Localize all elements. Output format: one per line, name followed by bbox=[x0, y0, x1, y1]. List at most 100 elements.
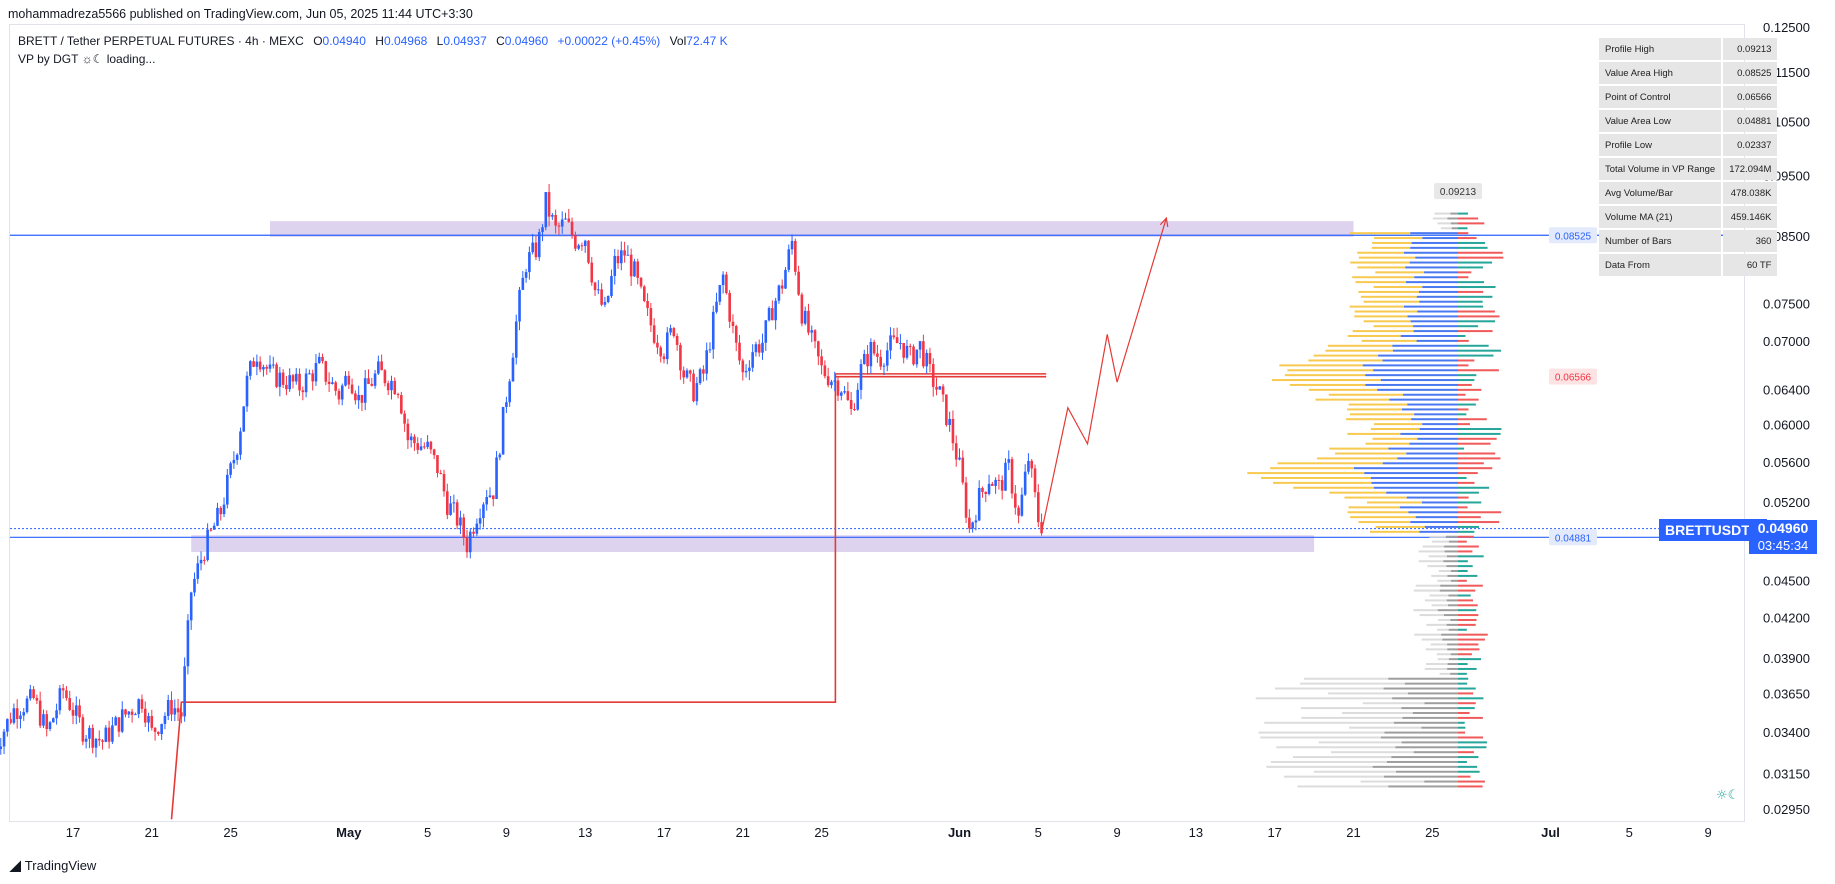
vp-bar-outside bbox=[1386, 760, 1458, 763]
vp-stats-label: Profile Low bbox=[1599, 134, 1722, 156]
candle-body bbox=[258, 361, 262, 370]
candle-body bbox=[180, 712, 183, 717]
vp-bar-outside bbox=[1446, 565, 1458, 568]
footer[interactable]: ◢ TradingView bbox=[10, 857, 96, 874]
candle-body bbox=[2, 731, 6, 747]
candle-body bbox=[308, 373, 311, 375]
candle-body bbox=[143, 708, 147, 723]
vp-delta-bar bbox=[1458, 437, 1497, 440]
vp-delta-bar bbox=[1458, 521, 1500, 524]
vp-bar-up bbox=[1352, 276, 1415, 279]
candle-body bbox=[741, 360, 745, 373]
vp-bar-down bbox=[1413, 330, 1458, 333]
candle-body bbox=[1027, 460, 1030, 472]
candle-body bbox=[626, 254, 630, 256]
vp-delta-bar bbox=[1458, 300, 1483, 303]
candle-body bbox=[321, 356, 324, 362]
candle-body bbox=[524, 272, 528, 278]
vp-bar-outside bbox=[1437, 628, 1449, 631]
symbol-title[interactable]: BRETT / Tether PERPETUAL FUTURES · 4h · … bbox=[18, 34, 304, 48]
candle-body bbox=[176, 708, 180, 713]
candle-body bbox=[32, 689, 35, 699]
vp-delta-bar bbox=[1458, 388, 1482, 391]
vp-bar-up bbox=[1374, 237, 1423, 240]
candle-body bbox=[711, 311, 715, 350]
candle-body bbox=[71, 709, 75, 716]
symbol-legend[interactable]: BRETT / Tether PERPETUAL FUTURES · 4h · … bbox=[18, 34, 728, 48]
candle-body bbox=[649, 308, 653, 326]
vp-bar-up bbox=[1372, 241, 1412, 244]
candle-body bbox=[137, 699, 140, 715]
vp-delta-bar bbox=[1458, 653, 1472, 656]
indicator-legend[interactable]: VP by DGT ☼☾ loading... bbox=[18, 52, 155, 66]
vp-bar-outside bbox=[1266, 765, 1373, 768]
vp-bar-outside bbox=[1447, 667, 1458, 670]
low-label: L bbox=[436, 34, 444, 48]
x-axis-tick-label: Jul bbox=[1541, 825, 1560, 840]
candle-body bbox=[570, 221, 574, 236]
vp-delta-bar bbox=[1458, 222, 1485, 225]
indicator-name[interactable]: VP by DGT bbox=[18, 52, 79, 66]
vp-delta-bar bbox=[1458, 472, 1478, 475]
vp-delta-bar bbox=[1458, 501, 1482, 504]
candle-body bbox=[226, 474, 229, 505]
vp-bar-down bbox=[1403, 393, 1458, 396]
vp-bar-down bbox=[1422, 286, 1458, 289]
candle-body bbox=[751, 352, 754, 368]
candle-body bbox=[872, 341, 876, 354]
vp-bar-outside bbox=[1419, 614, 1445, 617]
vp-stats-row: Number of Bars 360 bbox=[1599, 230, 1778, 252]
candle-body bbox=[813, 330, 817, 342]
vp-bar-down bbox=[1410, 521, 1458, 524]
vp-bar-outside bbox=[1432, 217, 1448, 220]
vp-bar-outside bbox=[1437, 618, 1451, 621]
candle-body bbox=[862, 353, 866, 365]
vp-bar-down bbox=[1416, 295, 1458, 298]
candle-body bbox=[111, 725, 114, 742]
vp-bar-outside bbox=[1438, 570, 1451, 573]
vp-delta-bar bbox=[1458, 579, 1467, 582]
candle-body bbox=[547, 192, 551, 217]
indicator-status: loading... bbox=[106, 52, 156, 66]
vp-stats-row: Total Volume in VP Range 172.094M bbox=[1599, 158, 1778, 180]
bar-countdown: 03:45:34 bbox=[1757, 538, 1809, 553]
x-axis-tick-label: 9 bbox=[503, 825, 510, 840]
close-value: 0.04960 bbox=[504, 34, 549, 48]
vp-delta-bar bbox=[1458, 354, 1494, 357]
candle-body bbox=[442, 474, 446, 492]
vp-bar-up bbox=[1369, 530, 1420, 533]
vp-stats-row: Value Area High 0.08525 bbox=[1599, 62, 1778, 84]
vp-delta-bar bbox=[1458, 525, 1479, 528]
vp-bar-outside bbox=[1424, 667, 1448, 670]
candle-body bbox=[945, 394, 948, 425]
vp-delta-bar bbox=[1458, 344, 1489, 347]
vp-bar-down bbox=[1406, 452, 1458, 455]
vp-delta-bar bbox=[1458, 261, 1493, 264]
candle-body bbox=[764, 320, 768, 343]
candle-body bbox=[771, 308, 774, 321]
footer-brand[interactable]: TradingView bbox=[24, 858, 97, 873]
vp-delta-bar bbox=[1458, 271, 1472, 274]
x-axis-tick-label: Jun bbox=[948, 825, 971, 840]
candle-body bbox=[147, 716, 150, 723]
vp-delta-bar bbox=[1458, 712, 1470, 715]
candle-body bbox=[416, 443, 420, 450]
candle-body bbox=[65, 690, 68, 699]
candle-body bbox=[124, 709, 127, 715]
candle-body bbox=[140, 699, 144, 709]
vp-stats-value: 459.146K bbox=[1723, 206, 1778, 228]
vp-bar-up bbox=[1367, 501, 1422, 504]
vp-bar-up bbox=[1272, 481, 1372, 484]
loading-icon: ☼☾ bbox=[81, 52, 104, 66]
candle-body bbox=[377, 361, 380, 374]
vp-bar-up bbox=[1289, 383, 1366, 386]
y-axis-tick-label: 0.03400 bbox=[1763, 725, 1810, 740]
vp-bar-up bbox=[1350, 516, 1416, 519]
vp-bar-outside bbox=[1421, 726, 1458, 729]
vp-bar-down bbox=[1373, 369, 1458, 372]
vp-bar-outside bbox=[1318, 741, 1402, 744]
candle-body bbox=[478, 518, 482, 524]
vp-bar-outside bbox=[1255, 697, 1393, 700]
candle-body bbox=[419, 446, 423, 450]
